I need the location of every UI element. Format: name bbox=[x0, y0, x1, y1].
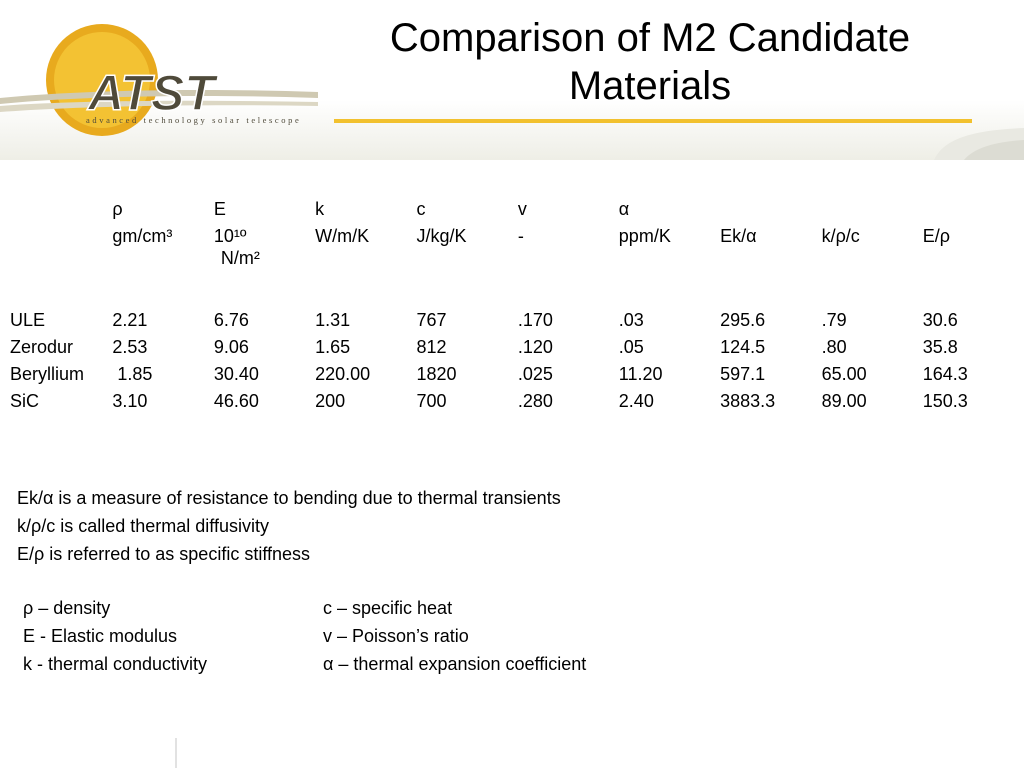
table-cell: 1.31 bbox=[315, 310, 351, 330]
unit-cell: Ek/α bbox=[720, 226, 757, 246]
material-name: Zerodur bbox=[10, 337, 74, 357]
table-cell: 3.10 bbox=[112, 391, 148, 411]
material-name: ULE bbox=[10, 310, 46, 330]
unit-cell: k/ρ/c bbox=[821, 226, 860, 246]
symbol-cell bbox=[720, 198, 821, 225]
table-cell: 2.21 bbox=[112, 310, 148, 330]
table-cell: .120 bbox=[517, 337, 553, 357]
note-line: E/ρ is referred to as specific stiffness bbox=[17, 544, 311, 564]
material-name: Beryllium bbox=[10, 364, 85, 384]
symbol-cell bbox=[923, 198, 1024, 225]
symbol-cell: k bbox=[315, 199, 325, 219]
units-row: gm/cm³ 10¹º N/m² W/m/K J/kg/K - ppm/K Ek… bbox=[10, 225, 1024, 269]
table-row: SiC 3.10 46.60 200 700 .280 2.40 3883.3 … bbox=[10, 390, 1024, 417]
table-cell: 220.00 bbox=[315, 364, 371, 384]
header-gradient bbox=[0, 100, 1024, 160]
table-cell: .03 bbox=[618, 310, 644, 330]
table-cell: 1.85 bbox=[112, 364, 153, 384]
unit-cell: - bbox=[517, 226, 524, 246]
unit-modulus-exponent: 10¹º bbox=[213, 226, 247, 246]
title-underline bbox=[334, 119, 972, 123]
table-cell: .025 bbox=[517, 364, 553, 384]
table-cell: 700 bbox=[416, 391, 447, 411]
unit-modulus-area: N/m² bbox=[220, 248, 260, 268]
symbol-cell: v bbox=[517, 199, 527, 219]
legend-item: ρ – density bbox=[23, 598, 111, 618]
unit-cell: ppm/K bbox=[618, 226, 671, 246]
symbol-legend-left: ρ – density E - Elastic modulus k - ther… bbox=[23, 594, 207, 678]
table-cell: .05 bbox=[618, 337, 644, 357]
unit-cell: W/m/K bbox=[315, 226, 370, 246]
table-cell: 9.06 bbox=[213, 337, 249, 357]
table-cell: .170 bbox=[517, 310, 553, 330]
unit-cell: J/kg/K bbox=[416, 226, 467, 246]
logo-tagline: advanced technology solar telescope bbox=[86, 115, 301, 125]
unit-cell-modulus: 10¹º N/m² bbox=[214, 225, 315, 269]
materials-table: ρ E k c v α gm/cm³ 10¹º N/m² W/m/K J/kg/… bbox=[10, 198, 1024, 417]
table-cell: 46.60 bbox=[213, 391, 259, 411]
table-cell: 164.3 bbox=[922, 364, 968, 384]
legend-item: α – thermal expansion coefficient bbox=[323, 654, 587, 674]
table-cell: 30.40 bbox=[213, 364, 259, 384]
table-cell: 2.40 bbox=[618, 391, 654, 411]
unit-cell: gm/cm³ bbox=[112, 226, 173, 246]
definitions-notes: Ek/α is a measure of resistance to bendi… bbox=[17, 484, 561, 568]
table-cell: 597.1 bbox=[720, 364, 766, 384]
table-cell: 2.53 bbox=[112, 337, 148, 357]
table-cell: 89.00 bbox=[821, 391, 867, 411]
table-cell: .80 bbox=[821, 337, 847, 357]
table-cell: .280 bbox=[517, 391, 553, 411]
symbol-cell: ρ bbox=[112, 199, 123, 219]
footer-mark bbox=[175, 738, 177, 768]
table-cell: 767 bbox=[416, 310, 447, 330]
symbol-cell bbox=[10, 198, 112, 225]
table-cell: 1820 bbox=[416, 364, 457, 384]
legend-item: v – Poisson’s ratio bbox=[323, 626, 469, 646]
symbol-row: ρ E k c v α bbox=[10, 198, 1024, 225]
material-name: SiC bbox=[10, 391, 40, 411]
legend-item: E - Elastic modulus bbox=[23, 626, 178, 646]
table-cell: .79 bbox=[821, 310, 847, 330]
table-cell: 295.6 bbox=[720, 310, 766, 330]
symbol-cell: E bbox=[213, 199, 226, 219]
table-cell: 124.5 bbox=[720, 337, 766, 357]
note-line: k/ρ/c is called thermal diffusivity bbox=[17, 516, 269, 536]
header-decoration bbox=[934, 128, 1024, 160]
legend-item: c – specific heat bbox=[323, 598, 453, 618]
slide-header: ATST advanced technology solar telescope bbox=[0, 0, 1024, 160]
table-cell: 200 bbox=[315, 391, 346, 411]
logo-wordmark: ATST bbox=[86, 65, 219, 121]
unit-cell: E/ρ bbox=[922, 226, 950, 246]
legend-item: k - thermal conductivity bbox=[23, 654, 208, 674]
table-cell: 65.00 bbox=[821, 364, 867, 384]
symbol-cell: c bbox=[416, 199, 426, 219]
sun-logo-icon: ATST advanced technology solar telescope bbox=[0, 24, 318, 136]
table-cell: 150.3 bbox=[922, 391, 968, 411]
page-title: Comparison of M2 Candidate Materials bbox=[389, 16, 911, 108]
table-cell: 812 bbox=[416, 337, 447, 357]
symbol-legend-right: c – specific heat v – Poisson’s ratio α … bbox=[323, 594, 586, 678]
table-cell: 6.76 bbox=[213, 310, 249, 330]
symbol-cell bbox=[822, 198, 923, 225]
unit-cell bbox=[10, 225, 112, 269]
table-spacer bbox=[10, 269, 1024, 309]
note-line: Ek/α is a measure of resistance to bendi… bbox=[17, 488, 561, 508]
table-row: Zerodur 2.53 9.06 1.65 812 .120 .05 124.… bbox=[10, 336, 1024, 363]
table-cell: 11.20 bbox=[618, 364, 663, 384]
table-cell: 30.6 bbox=[922, 310, 958, 330]
table-cell: 1.65 bbox=[315, 337, 351, 357]
table-cell: 3883.3 bbox=[720, 391, 776, 411]
table-row: ULE 2.21 6.76 1.31 767 .170 .03 295.6 .7… bbox=[10, 309, 1024, 336]
table-cell: 35.8 bbox=[922, 337, 958, 357]
symbol-cell: α bbox=[618, 199, 630, 219]
table-row: Beryllium 1.85 30.40 220.00 1820 .025 11… bbox=[10, 363, 1024, 390]
